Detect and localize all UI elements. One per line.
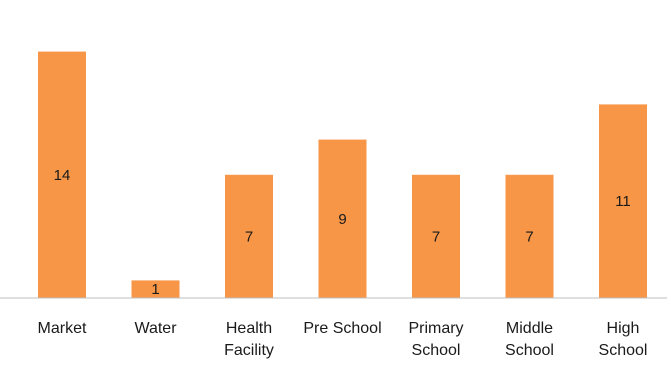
x-tick-label-6-line-0: High — [607, 320, 640, 337]
bar-0 — [38, 51, 86, 298]
x-tick-label-4-line-0: Primary — [408, 320, 463, 337]
x-tick-label-5-line-0: Middle — [506, 320, 553, 337]
x-tick-label-3: Pre School — [303, 320, 381, 337]
x-tick-label-0: Market — [38, 320, 87, 337]
x-tick-label-1-line-0: Water — [134, 320, 177, 337]
x-tick-label-2-line-0: Health — [226, 320, 272, 337]
data-label-6: 11 — [615, 193, 631, 210]
x-tick-labels-group: Market Water Health Facility Pre School Prima… — [38, 320, 648, 359]
x-tick-label-0-line-0: Market — [38, 320, 87, 337]
data-label-5: 7 — [525, 228, 533, 245]
data-label-3: 9 — [338, 211, 346, 228]
x-tick-label-6: High School — [599, 320, 648, 359]
x-tick-label-2: Health Facility — [224, 320, 274, 359]
data-label-4: 7 — [432, 228, 440, 245]
bar-1 — [131, 280, 180, 298]
bar-3 — [318, 139, 367, 298]
data-label-0: 14 — [54, 167, 71, 184]
x-tick-label-4: Primary School — [408, 320, 463, 359]
x-tick-label-5-line-1: School — [505, 342, 554, 359]
data-label-1: 1 — [151, 281, 159, 298]
bar-4 — [412, 174, 460, 298]
x-tick-label-5: Middle School — [505, 320, 554, 359]
bar-6 — [599, 104, 647, 299]
bar-2 — [225, 174, 273, 298]
x-tick-label-4-line-1: School — [412, 342, 461, 359]
x-tick-label-1: Water — [134, 320, 177, 337]
x-tick-label-6-line-1: School — [599, 342, 648, 359]
x-tick-label-2-line-1: Facility — [224, 342, 274, 359]
bars-group — [38, 51, 647, 299]
x-tick-label-3-line-0: Pre School — [303, 320, 381, 337]
bar-5 — [505, 174, 554, 298]
labels-group: 14 1 7 9 7 7 11 — [54, 167, 631, 298]
data-label-2: 7 — [245, 228, 253, 245]
